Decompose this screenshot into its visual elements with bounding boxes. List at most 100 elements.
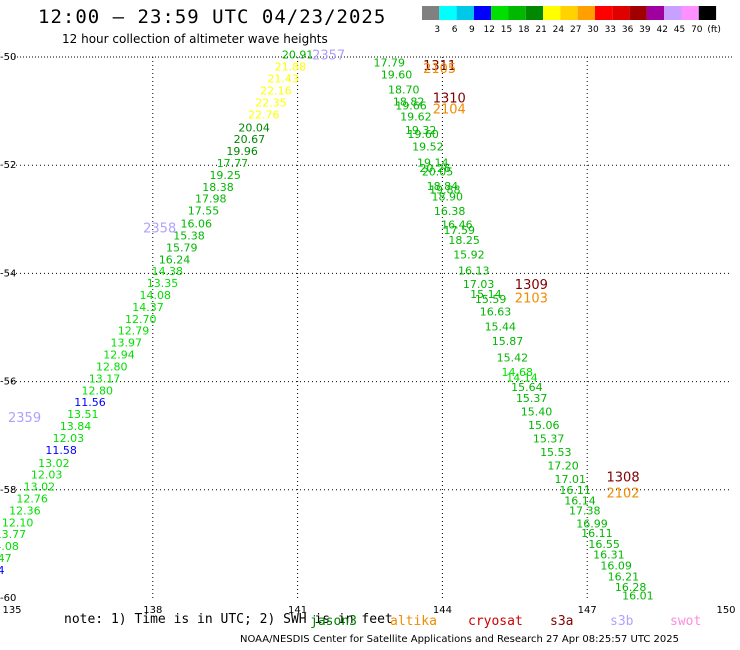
swh-value-label: 17.77 — [217, 157, 249, 170]
swh-value-label: 22.16 — [260, 85, 292, 98]
colorbar-label: 42 — [656, 25, 667, 35]
swh-value-label: 12.70 — [125, 313, 157, 326]
swh-value-label: 19.96 — [226, 145, 258, 158]
colorbar-label: 9 — [469, 25, 475, 35]
colorbar-label: 18 — [518, 25, 530, 35]
swh-value-label: 15.38 — [173, 230, 205, 243]
colorbar-swatch — [439, 6, 457, 20]
y-tick-label: -52 — [0, 160, 16, 171]
swh-value-label: 12.10 — [2, 516, 34, 529]
swh-value-label: 19.62 — [400, 111, 432, 124]
swh-value-label: 16.06 — [180, 218, 212, 231]
colorbar-swatch — [456, 6, 474, 20]
swh-value-label: 19.66 — [395, 100, 427, 113]
colorbar-label: 39 — [639, 25, 651, 35]
swh-value-label: 17.20 — [547, 459, 579, 472]
swh-value-label: 16.38 — [434, 205, 466, 218]
swh-value-label: 17.55 — [188, 205, 220, 218]
track-time-label: 1308 — [607, 470, 640, 485]
swh-value-label: 12.80 — [82, 384, 114, 397]
track-time-label: 1309 — [515, 278, 548, 293]
colorbar-swatch — [629, 6, 647, 20]
swh-value-label: 16.09 — [600, 560, 632, 573]
x-tick-label: 138 — [143, 605, 162, 616]
colorbar-label: 12 — [483, 25, 494, 35]
swh-value-label: 16.13 — [458, 265, 490, 278]
x-tick-label: 135 — [2, 605, 21, 616]
swh-value-label: 20.04 — [238, 121, 270, 134]
swh-value-label: 14.68 — [501, 366, 533, 379]
colorbar-swatch — [681, 6, 699, 20]
legend-item-cryosat: cryosat — [468, 614, 523, 629]
swh-value-label: 16.55 — [588, 538, 620, 551]
colorbar-label: 6 — [452, 25, 458, 35]
swh-value-label: 20.26 — [419, 162, 451, 175]
swh-value-label: 11.58 — [45, 444, 77, 457]
swh-value-label: 16.99 — [576, 517, 608, 530]
swh-value-label: 19.52 — [412, 140, 444, 153]
swh-value-label: 11.84 — [0, 564, 4, 577]
swh-value-label: 22.35 — [255, 96, 287, 109]
colorbar-label: 30 — [587, 25, 599, 35]
swh-value-label: 17.38 — [569, 504, 601, 517]
swh-value-label: 18.25 — [448, 234, 480, 247]
swh-value-label: 20.67 — [234, 133, 266, 146]
colorbar-swatch — [577, 6, 595, 20]
units-note: note: 1) Time is in UTC; 2) SWH is in fe… — [64, 612, 393, 627]
swh-value-label: 12.36 — [9, 504, 41, 517]
track-time-label: 2359 — [8, 411, 41, 426]
y-tick-label: -58 — [0, 485, 16, 496]
swh-value-label: 12.03 — [31, 469, 63, 482]
track-time-label: 2102 — [607, 487, 640, 502]
swh-value-label: 13.02 — [24, 481, 56, 494]
x-tick-label: 150 — [716, 605, 735, 616]
swh-value-label: 13.02 — [38, 457, 70, 470]
swh-value-label: 15.64 — [511, 381, 543, 394]
swh-value-label: 16.63 — [480, 305, 512, 318]
legend-item-s3b: s3b — [610, 614, 634, 629]
swh-value-label: 21.88 — [275, 61, 307, 74]
colorbar-swatch — [560, 6, 578, 20]
swh-value-label: 18.90 — [431, 191, 463, 204]
swh-value-label: 13.35 — [147, 277, 179, 290]
swh-value-label: 16.14 — [564, 495, 596, 508]
swh-value-label: 18.84 — [427, 180, 459, 193]
y-tick-label: -50 — [0, 52, 16, 63]
swh-value-label: 16.31 — [593, 549, 625, 562]
swh-value-label: 19.32 — [405, 124, 437, 137]
colorbar-swatch — [543, 6, 561, 20]
swh-value-label: 15.53 — [540, 446, 572, 459]
swh-value-label: 13.97 — [111, 337, 143, 350]
swh-value-label: 15.37 — [516, 392, 548, 405]
swh-value-label: 22.76 — [248, 108, 280, 121]
swh-value-label: 16.24 — [159, 253, 191, 266]
swh-value-label: 14.08 — [139, 289, 171, 302]
swh-value-label: 15.42 — [497, 351, 529, 364]
swh-value-label: 16.01 — [622, 589, 654, 602]
colorbar-label: 3 — [434, 25, 440, 35]
colorbar-swatch — [595, 6, 613, 20]
swh-value-label: 16.11 — [559, 484, 591, 497]
track-time-label: 1310 — [433, 92, 466, 107]
colorbar-label: 33 — [605, 25, 616, 35]
swh-value-label: 17.98 — [195, 193, 227, 206]
swh-value-label: 15.79 — [166, 241, 198, 254]
swh-value-label: 16.28 — [615, 581, 647, 594]
swh-value-label: 17.01 — [555, 473, 587, 486]
swh-value-label: 15.14 — [470, 288, 502, 301]
swh-value-label: 19.60 — [381, 68, 413, 81]
swh-value-label: 12.76 — [16, 492, 48, 505]
colorbar-label: 24 — [553, 25, 565, 35]
track-time-label: 2103 — [515, 292, 548, 307]
y-tick-label: -60 — [0, 593, 16, 604]
colorbar-label: (ft) — [707, 25, 721, 35]
swh-value-label: 16.46 — [441, 219, 473, 232]
colorbar-label: 36 — [622, 25, 634, 35]
colorbar-swatch — [646, 6, 665, 20]
swh-value-label: 15.59 — [475, 293, 507, 306]
swh-value-label: 11.56 — [74, 396, 106, 409]
swh-value-label: 14.38 — [152, 265, 184, 278]
y-tick-label: -54 — [0, 268, 16, 279]
credit-line: NOAA/NESDIS Center for Satellite Applica… — [240, 634, 679, 645]
swh-value-label: 19.88 — [429, 184, 461, 197]
